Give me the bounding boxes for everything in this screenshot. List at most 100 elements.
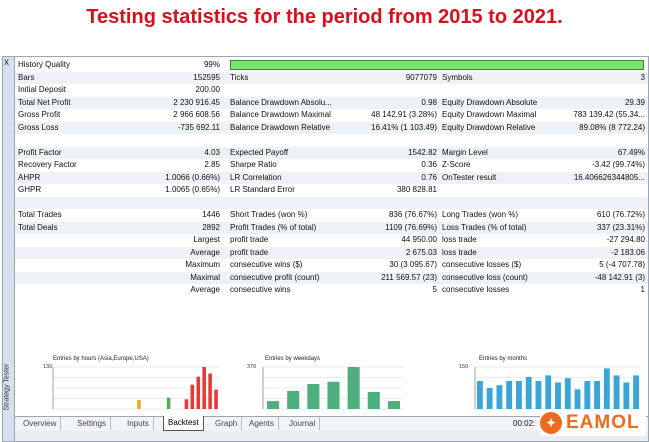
tab-graph[interactable]: Graph <box>211 417 243 430</box>
page-heading: Testing statistics for the period from 2… <box>86 6 563 28</box>
tab-inputs[interactable]: Inputs <box>123 417 154 430</box>
stat-value: 610 (76.72%) <box>596 210 645 219</box>
chart-title: Entries by hours (Asia,Europe,USA) <box>53 356 149 362</box>
stat-label: Loss Trades (% of total) <box>442 222 527 232</box>
stat-label: Equity Drawdown Maximal <box>442 110 537 119</box>
stat-label: Profit Factor <box>18 147 62 157</box>
stat-value: 0.98 <box>421 97 437 107</box>
tab-backtest[interactable]: Backtest <box>163 416 204 431</box>
stat-label: Symbols <box>442 72 473 82</box>
chart-bar <box>287 390 300 409</box>
stat-row: Bars 152595 Ticks 9077079 Symbols 3 <box>15 71 648 84</box>
stat-row: Total Net Profit 2 230 916.45 Balance Draw… <box>15 96 648 109</box>
history-quality-label: History Quality <box>18 60 71 69</box>
stat-value: 1542.82 <box>408 147 437 157</box>
status-bar <box>15 431 648 441</box>
stat-value: 0.36 <box>421 160 437 169</box>
stat-value: 211 569.57 (23) <box>381 272 437 282</box>
tester-sidebar: x Strategy Tester <box>3 57 15 441</box>
stat-value: Largest <box>193 235 220 244</box>
stat-value: 1109 (76.69%) <box>385 222 437 232</box>
stat-value: 1446 <box>202 210 220 219</box>
stat-value: 337 (23.31%) <box>596 222 645 232</box>
tab-agents[interactable]: Agents <box>245 417 279 430</box>
stat-label: consecutive wins <box>230 285 291 294</box>
stat-row: Total Trades 1446 Short Trades (won %) 836 … <box>15 209 648 222</box>
chart-bar <box>603 368 610 409</box>
stat-value: Average <box>190 285 220 294</box>
stat-label: Bars <box>18 72 35 82</box>
stat-value: 89.08% (8 772.24) <box>579 122 645 132</box>
stat-value: 0.76 <box>421 172 437 182</box>
stat-value: 783 139.42 (55.34... <box>573 110 645 119</box>
eamol-logo: ✦ EAMOL <box>540 410 646 436</box>
chart-entries-by-weekdays: Entries by weekdays 370 <box>243 355 408 413</box>
stat-label: Equity Drawdown Relative <box>442 122 536 132</box>
stat-label: Expected Payoff <box>230 147 289 157</box>
chart-bar <box>623 382 630 409</box>
stat-row: GHPR 1.0065 (0.65%) LR Standard Error 380 8… <box>15 184 648 197</box>
stat-row: Recovery Factor 2.85 Sharpe Ratio 0.36 Z-Sco… <box>15 159 648 172</box>
chart-plot <box>474 366 641 410</box>
stat-value: 67.49% <box>617 147 645 157</box>
stat-value: -3.42 (99.74%) <box>592 160 645 169</box>
stat-value: Maximal <box>190 272 220 282</box>
stat-value: 4.03 <box>204 147 220 157</box>
tab-journal[interactable]: Journal <box>285 417 321 430</box>
history-quality-value: 99% <box>203 60 220 69</box>
chart-entries-by-months: Entries by months 150 <box>455 355 645 413</box>
history-quality-row: History Quality 99% <box>15 59 648 72</box>
stat-value: 1 <box>640 285 645 294</box>
stat-value: -48 142.91 (3) <box>594 272 645 282</box>
stat-label: Total Trades <box>18 210 62 219</box>
chart-bar <box>184 399 189 409</box>
chart-bar <box>166 397 171 409</box>
stat-value: 200.00 <box>195 85 220 94</box>
stat-value: 2 966 608.56 <box>173 110 220 119</box>
tab-overview[interactable]: Overview <box>19 417 62 430</box>
stat-label: consecutive losses ($) <box>442 260 522 269</box>
stat-value: 836 (76.67%) <box>388 210 437 219</box>
stat-row: Initial Deposit 200.00 <box>15 84 648 97</box>
stat-value: -735 692.11 <box>177 122 220 132</box>
stat-label: Long Trades (won %) <box>442 210 519 219</box>
stat-value: 30 (3 095.67) <box>389 260 437 269</box>
stat-label: Balance Drawdown Relative <box>230 122 331 132</box>
stat-value: 5 <box>432 285 437 294</box>
chart-bar <box>214 389 218 409</box>
close-icon[interactable]: x <box>4 57 9 68</box>
tab-settings[interactable]: Settings <box>73 417 111 430</box>
stat-value: 2 675.03 <box>405 247 437 257</box>
chart-bar <box>486 388 493 409</box>
stat-value: 380 828.81 <box>396 185 437 194</box>
stat-value: 9077079 <box>405 72 437 82</box>
stat-row: Gross Loss -735 692.11 Balance Drawdown Re… <box>15 121 648 134</box>
tester-tabs: Overview Settings Inputs Backtest Graph Agent… <box>15 416 648 431</box>
chart-bar <box>367 391 380 409</box>
chart-bar <box>584 381 591 409</box>
chart-bar <box>496 385 503 409</box>
chart-bar <box>613 375 620 409</box>
stat-label: Initial Deposit <box>18 85 67 94</box>
stat-label: consecutive wins ($) <box>230 260 303 269</box>
chart-plot <box>262 366 404 410</box>
chart-bar <box>208 373 212 409</box>
stat-value: 2892 <box>202 222 220 232</box>
chart-bar <box>190 384 195 409</box>
logo-text: EAMOL <box>566 412 640 433</box>
stat-label: GHPR <box>18 185 42 194</box>
chart-y-tick: 130 <box>43 364 53 370</box>
stat-value: Maximum <box>185 260 220 269</box>
chart-bar <box>535 381 542 409</box>
stat-label: consecutive losses <box>442 285 510 294</box>
elapsed-timer: 00:02: <box>513 419 536 428</box>
stat-value: 48 142.91 (3.28%) <box>371 110 437 119</box>
chart-bar <box>476 381 483 409</box>
entries-charts: Entries by hours (Asia,Europe,USA) 130 E… <box>15 355 648 413</box>
stat-row: Maximum consecutive wins ($) 30 (3 095.67)… <box>15 259 648 272</box>
stat-value: 44 950.00 <box>401 235 437 244</box>
stat-label: Short Trades (won %) <box>230 210 308 219</box>
stat-row: Average consecutive wins 5 consecutive loss… <box>15 284 648 297</box>
chart-bar <box>137 399 141 409</box>
chart-bar <box>202 367 206 409</box>
